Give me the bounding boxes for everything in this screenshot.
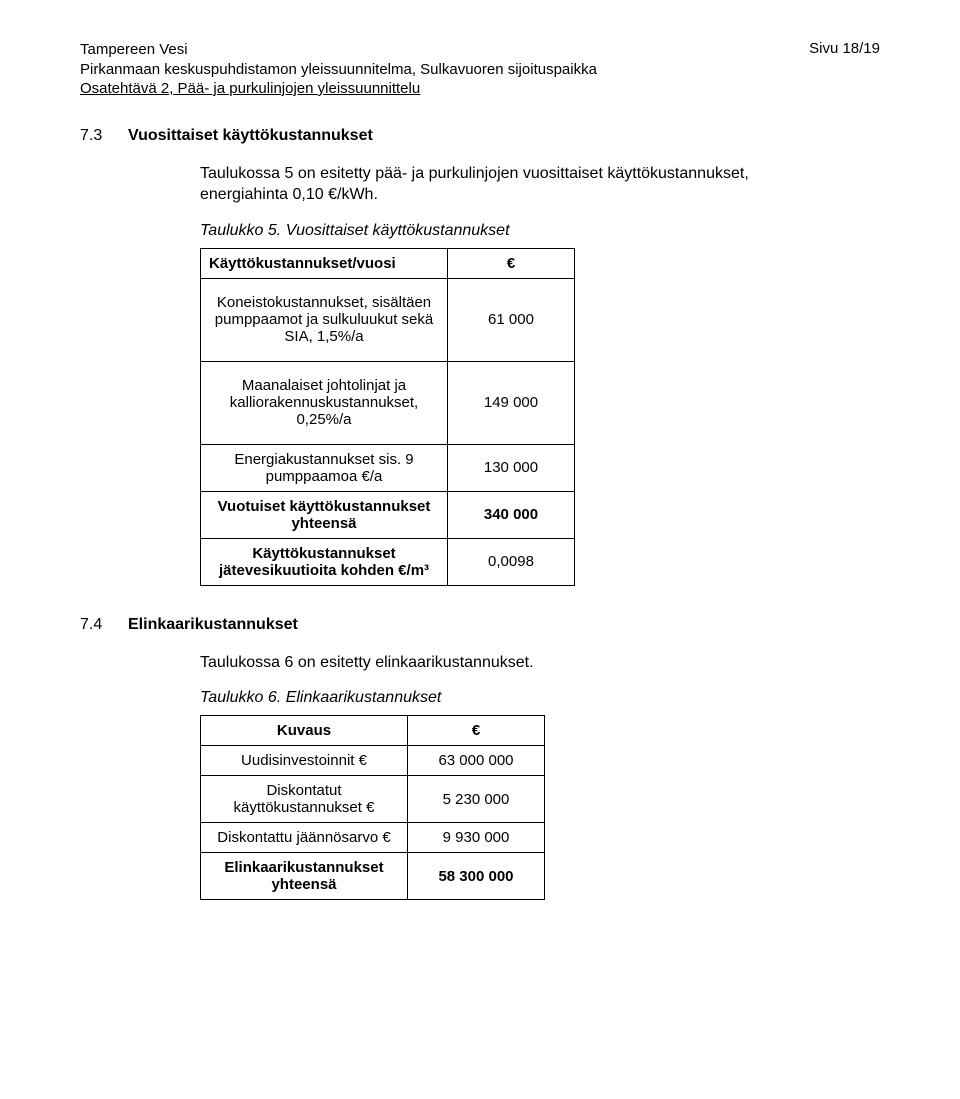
table-5-caption: Taulukko 5. Vuosittaiset käyttökustannuk…: [200, 222, 840, 240]
table-row: Diskontattu jäännösarvo € 9 930 000: [201, 823, 545, 853]
table-cell-label: Diskontatut käyttökustannukset €: [201, 776, 408, 823]
table-cell-value: 149 000: [448, 361, 575, 444]
section-title: Elinkaarikustannukset: [128, 616, 298, 634]
table-6-head-label: Kuvaus: [201, 716, 408, 746]
header-line-1: Tampereen Vesi: [80, 40, 880, 60]
header-line-2: Pirkanmaan keskuspuhdistamon yleissuunni…: [80, 60, 880, 80]
section-7-4-heading: 7.4 Elinkaarikustannukset: [80, 616, 880, 634]
section-number: 7.3: [80, 127, 128, 145]
table-row: Energiakustannukset sis. 9 pumppaamoa €/…: [201, 444, 575, 491]
header-line-3: Osatehtävä 2, Pää- ja purkulinjojen ylei…: [80, 79, 880, 99]
table-cell-label: Käyttökustannukset jätevesikuutioita koh…: [201, 538, 448, 585]
table-cell-value: 61 000: [448, 278, 575, 361]
table-cell-value: 5 230 000: [408, 776, 545, 823]
section-7-3-heading: 7.3 Vuosittaiset käyttökustannukset: [80, 127, 880, 145]
table-5: Käyttökustannukset/vuosi € Koneistokusta…: [200, 248, 575, 586]
table-cell-label: Diskontattu jäännösarvo €: [201, 823, 408, 853]
table-row: Koneistokustannukset, sisältäen pumppaam…: [201, 278, 575, 361]
page: Tampereen Vesi Pirkanmaan keskuspuhdista…: [0, 0, 960, 1099]
table-cell-value: 58 300 000: [408, 853, 545, 900]
table-cell-value: 340 000: [448, 491, 575, 538]
page-header: Tampereen Vesi Pirkanmaan keskuspuhdista…: [80, 40, 880, 99]
table-6-caption: Taulukko 6. Elinkaarikustannukset: [200, 689, 840, 707]
table-cell-value: 9 930 000: [408, 823, 545, 853]
table-cell-label: Vuotuiset käyttökustannukset yhteensä: [201, 491, 448, 538]
table-cell-value: 0,0098: [448, 538, 575, 585]
table-6-head-unit: €: [408, 716, 545, 746]
section-title: Vuosittaiset käyttökustannukset: [128, 127, 373, 145]
section-7-4-paragraph: Taulukossa 6 on esitetty elinkaarikustan…: [200, 652, 840, 674]
table-cell-value: 130 000: [448, 444, 575, 491]
table-cell-label: Maanalaiset johtolinjat ja kalliorakennu…: [201, 361, 448, 444]
table-row: Diskontatut käyttökustannukset € 5 230 0…: [201, 776, 545, 823]
table-row: Käyttökustannukset/vuosi €: [201, 248, 575, 278]
page-number: Sivu 18/19: [809, 40, 880, 57]
table-cell-value: 63 000 000: [408, 746, 545, 776]
table-row: Maanalaiset johtolinjat ja kalliorakennu…: [201, 361, 575, 444]
section-number: 7.4: [80, 616, 128, 634]
table-5-head-label: Käyttökustannukset/vuosi: [201, 248, 448, 278]
table-cell-label: Uudisinvestoinnit €: [201, 746, 408, 776]
table-cell-label: Energiakustannukset sis. 9 pumppaamoa €/…: [201, 444, 448, 491]
table-row: Uudisinvestoinnit € 63 000 000: [201, 746, 545, 776]
section-7-3-paragraph: Taulukossa 5 on esitetty pää- ja purkuli…: [200, 163, 840, 206]
table-cell-label: Elinkaarikustannukset yhteensä: [201, 853, 408, 900]
table-6: Kuvaus € Uudisinvestoinnit € 63 000 000 …: [200, 715, 545, 900]
table-5-head-unit: €: [448, 248, 575, 278]
table-cell-label: Koneistokustannukset, sisältäen pumppaam…: [201, 278, 448, 361]
table-row: Kuvaus €: [201, 716, 545, 746]
section-7-4-body: Taulukossa 6 on esitetty elinkaarikustan…: [200, 652, 840, 901]
table-row: Elinkaarikustannukset yhteensä 58 300 00…: [201, 853, 545, 900]
section-7-3-body: Taulukossa 5 on esitetty pää- ja purkuli…: [200, 163, 840, 586]
table-row: Vuotuiset käyttökustannukset yhteensä 34…: [201, 491, 575, 538]
table-row: Käyttökustannukset jätevesikuutioita koh…: [201, 538, 575, 585]
